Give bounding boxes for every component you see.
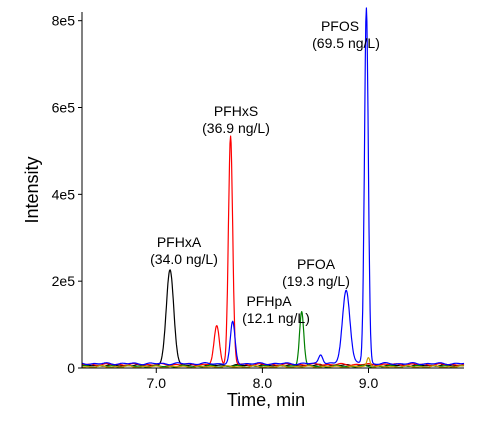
annotation-pfhpa-name: PFHpA [246,293,292,309]
annotation-pfhxa-name: PFHxA [157,234,202,250]
x-axis-title: Time, min [227,390,305,410]
annotation-pfoa-concentration: (19.3 ng/L) [282,273,350,289]
axes-group: 7.0 8.0 9.0 0 2e5 4e5 6e5 8e5 [52,12,464,391]
x-tick-label: 9.0 [359,375,379,391]
annotation-pfhxa-concentration: (34.0 ng/L) [150,251,218,267]
y-tick-label: 4e5 [52,186,76,202]
trace-blue [81,7,465,366]
annotation-pfos-name: PFOS [321,18,359,34]
y-tick-label: 2e5 [52,273,76,289]
annotation-pfos-concentration: (69.5 ng/L) [312,35,380,51]
trace-group [81,7,465,369]
y-axis-title: Intensity [22,156,42,223]
x-tick-label: 8.0 [253,375,273,391]
annotation-pfhxs-name: PFHxS [214,103,258,119]
annotation-pfhpa-concentration: (12.1 ng/L) [242,310,310,326]
x-tick-label: 7.0 [147,375,167,391]
annotation-pfhxs-concentration: (36.9 ng/L) [202,120,270,136]
trace-red [81,135,465,367]
y-tick-label: 6e5 [52,100,76,116]
y-tick-label: 8e5 [52,13,76,29]
y-tick-label: 0 [67,360,75,376]
annotation-pfoa-name: PFOA [297,256,336,272]
